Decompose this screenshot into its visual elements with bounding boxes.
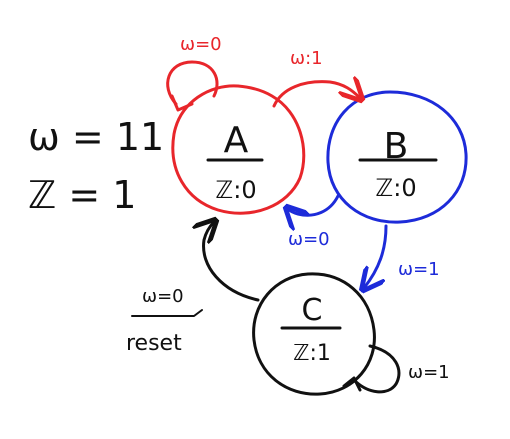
c-self-loop-arrowhead bbox=[342, 376, 362, 392]
c-self-label: ω=1 bbox=[408, 362, 450, 383]
state-c-name: C bbox=[302, 293, 323, 328]
state-c-output: ℤ:1 bbox=[293, 341, 331, 366]
state-a-circle bbox=[171, 84, 306, 215]
transition-a-to-b: ω:1 bbox=[272, 48, 360, 108]
state-b: B ℤ:0 bbox=[326, 90, 468, 224]
reset-annotation: ω=0 reset bbox=[126, 286, 203, 356]
a-self-label: ω=0 bbox=[180, 34, 222, 55]
a-to-b-label: ω:1 bbox=[290, 48, 323, 69]
transition-a-self: ω=0 bbox=[166, 34, 222, 112]
state-c-circle bbox=[252, 272, 376, 396]
b-to-c-label: ω=1 bbox=[398, 259, 440, 280]
reset-underline bbox=[131, 309, 203, 317]
state-b-output: ℤ:0 bbox=[375, 174, 416, 202]
state-c: C ℤ:1 bbox=[252, 272, 376, 396]
c-to-a-arrow bbox=[204, 222, 260, 302]
state-b-circle bbox=[326, 90, 468, 224]
transition-c-to-a bbox=[204, 222, 260, 302]
transition-b-to-a: ω=0 bbox=[288, 194, 340, 250]
b-to-a-arrow bbox=[288, 194, 340, 215]
reset-label: reset bbox=[126, 331, 182, 356]
transition-b-to-c: ω=1 bbox=[364, 224, 440, 288]
state-a: A ℤ:0 bbox=[171, 84, 306, 215]
transition-c-self: ω=1 bbox=[342, 344, 450, 394]
b-to-c-arrow bbox=[364, 224, 388, 288]
state-a-output: ℤ:0 bbox=[215, 176, 256, 204]
a-self-loop-arrowhead bbox=[170, 94, 194, 112]
c-self-loop-curve bbox=[352, 344, 401, 394]
b-to-a-label: ω=0 bbox=[288, 229, 330, 250]
reset-condition: ω=0 bbox=[142, 286, 184, 307]
legend-w-value: ω = 11 bbox=[28, 115, 164, 159]
legend-z-value: ℤ = 1 bbox=[28, 173, 136, 217]
state-a-name: A bbox=[224, 120, 249, 161]
a-to-b-arrow bbox=[272, 82, 360, 108]
a-self-loop-curve bbox=[166, 60, 219, 106]
